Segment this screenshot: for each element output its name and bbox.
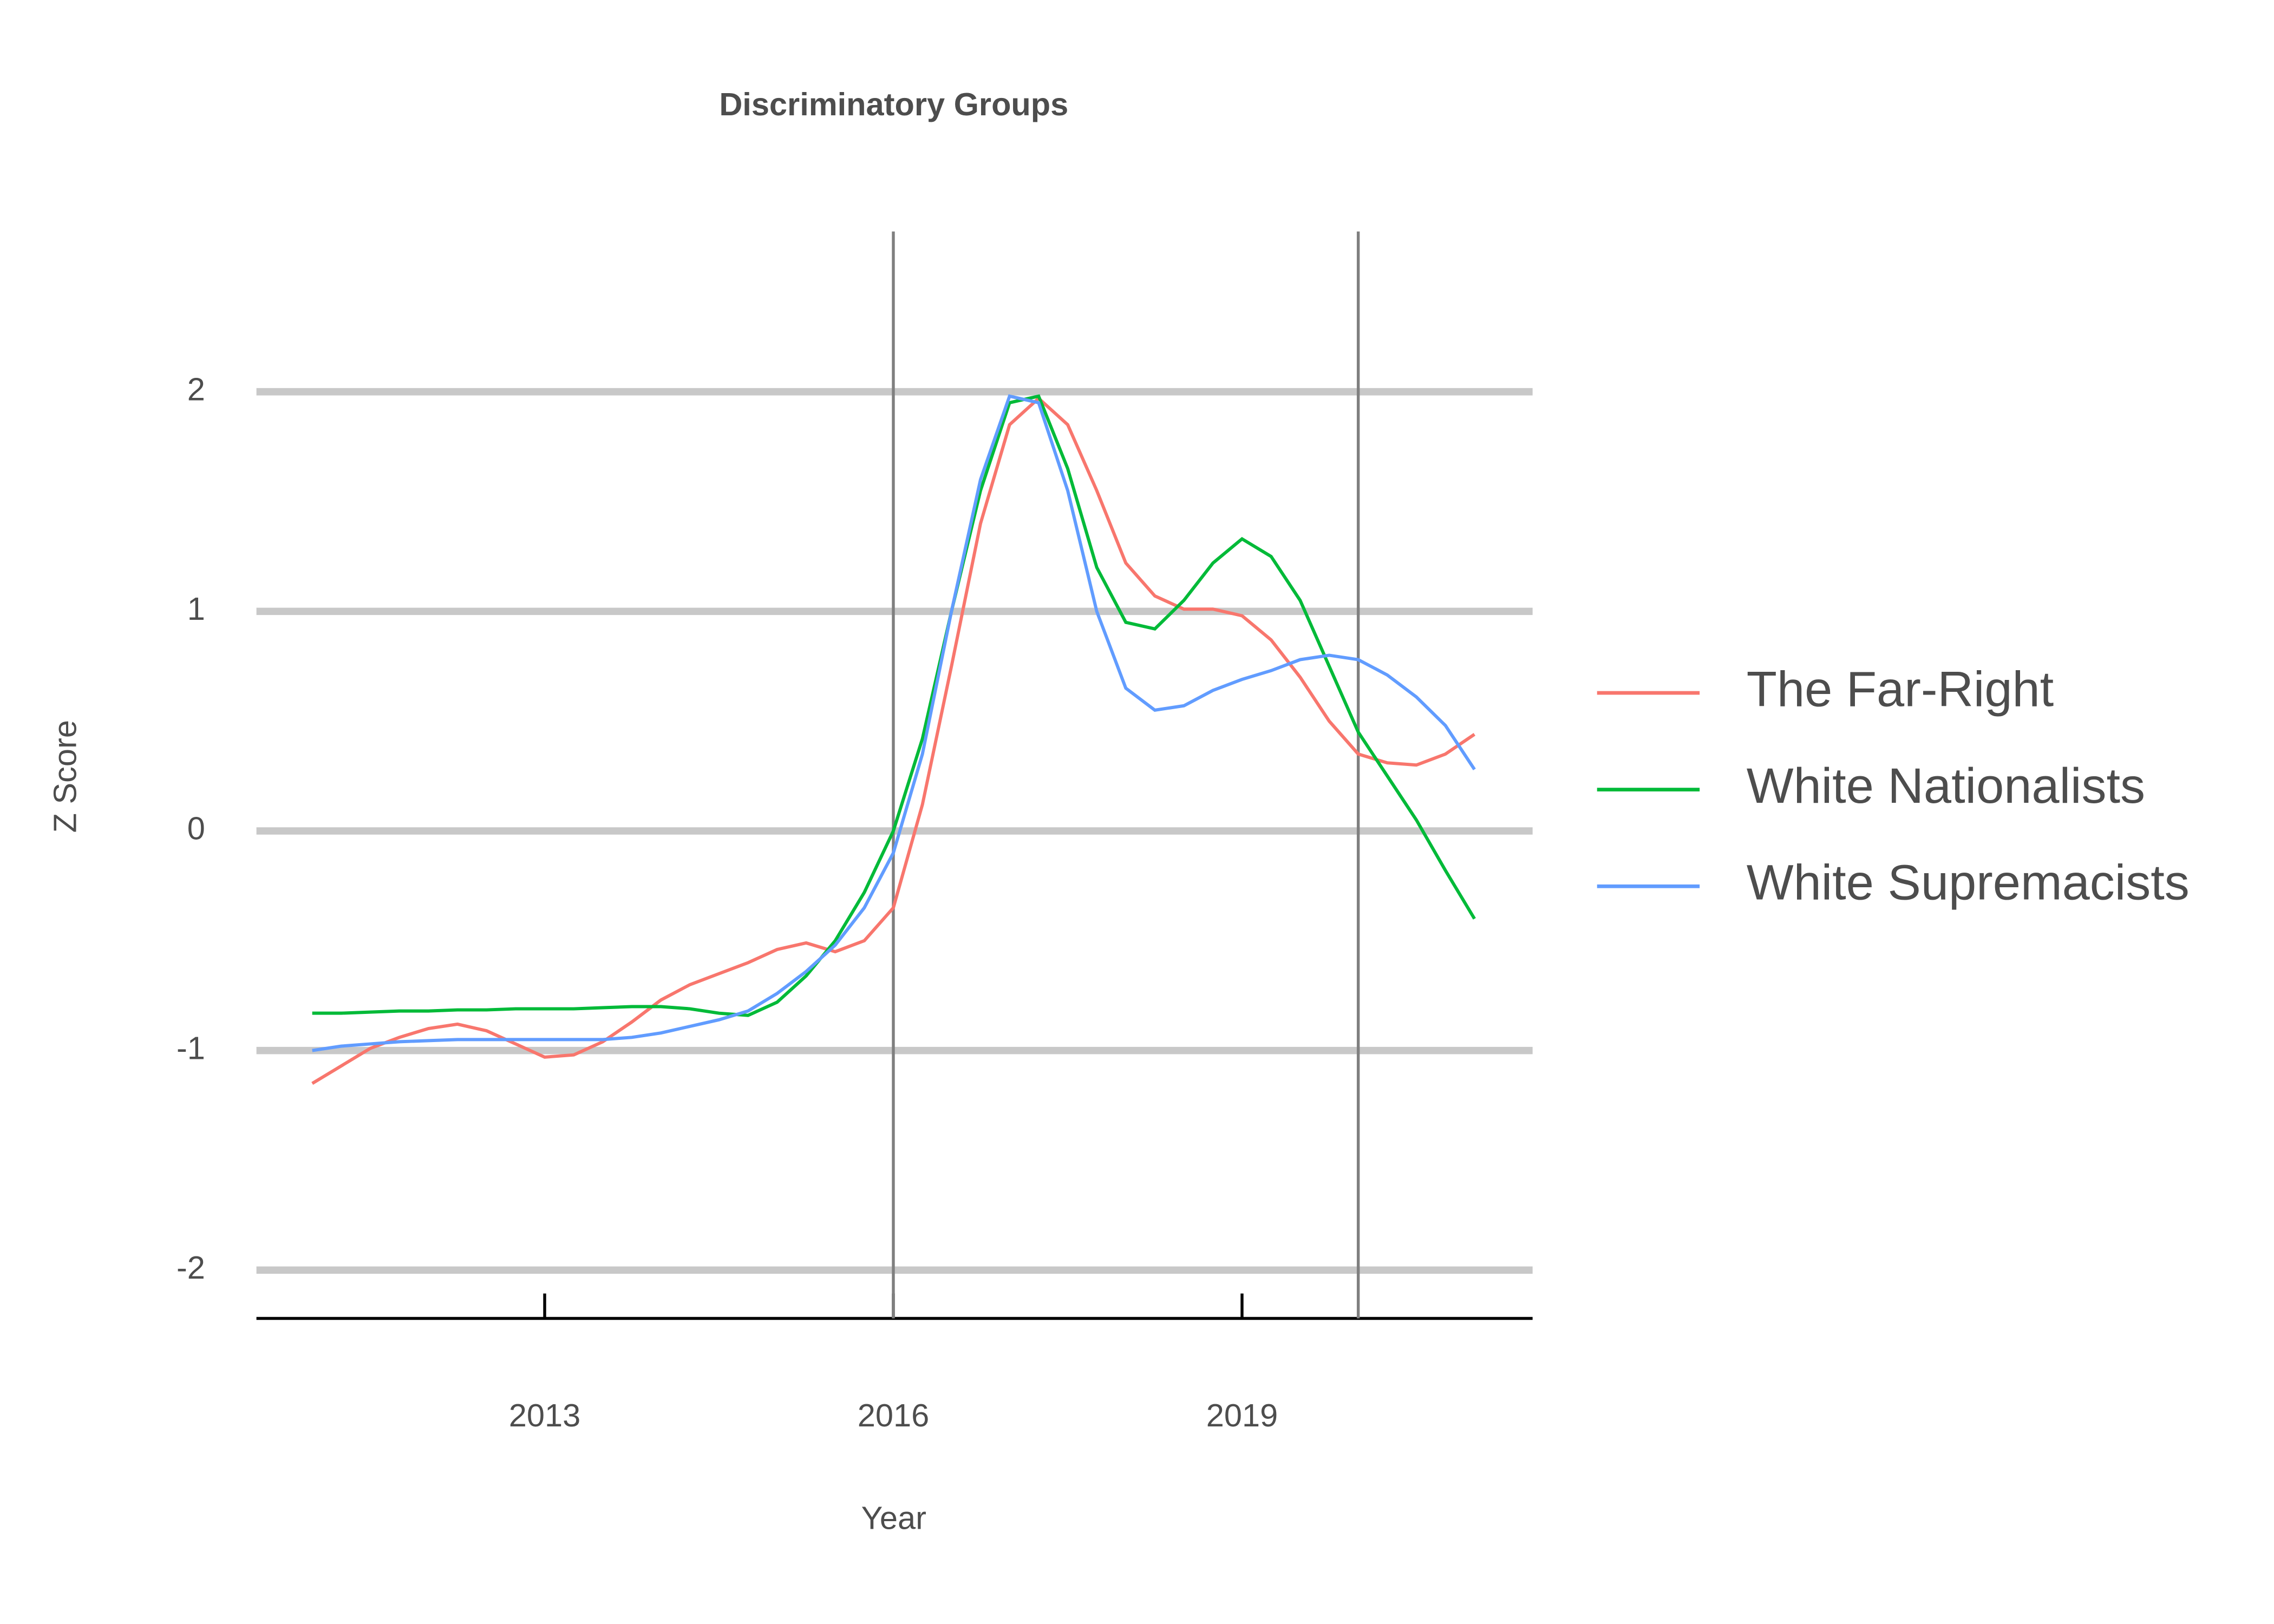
y-tick-label: 2 [187, 371, 205, 407]
legend-label: White Nationalists [1747, 758, 2145, 814]
chart-title: Discriminatory Groups [719, 86, 1068, 122]
x-axis-title: Year [861, 1500, 926, 1536]
x-tick-label: 2019 [1206, 1397, 1278, 1433]
legend-label: White Supremacists [1747, 855, 2190, 910]
x-tick-label: 2013 [509, 1397, 580, 1433]
y-tick-label: -2 [177, 1249, 205, 1286]
y-tick-label: -1 [177, 1030, 205, 1066]
y-tick-label: 1 [187, 591, 205, 627]
y-tick-label: 0 [187, 810, 205, 847]
y-axis-title: Z Score [47, 720, 83, 833]
x-tick-label: 2016 [858, 1397, 929, 1433]
series-line [312, 394, 1476, 1052]
legend-label: The Far-Right [1747, 662, 2054, 717]
series-line [312, 394, 1476, 1017]
